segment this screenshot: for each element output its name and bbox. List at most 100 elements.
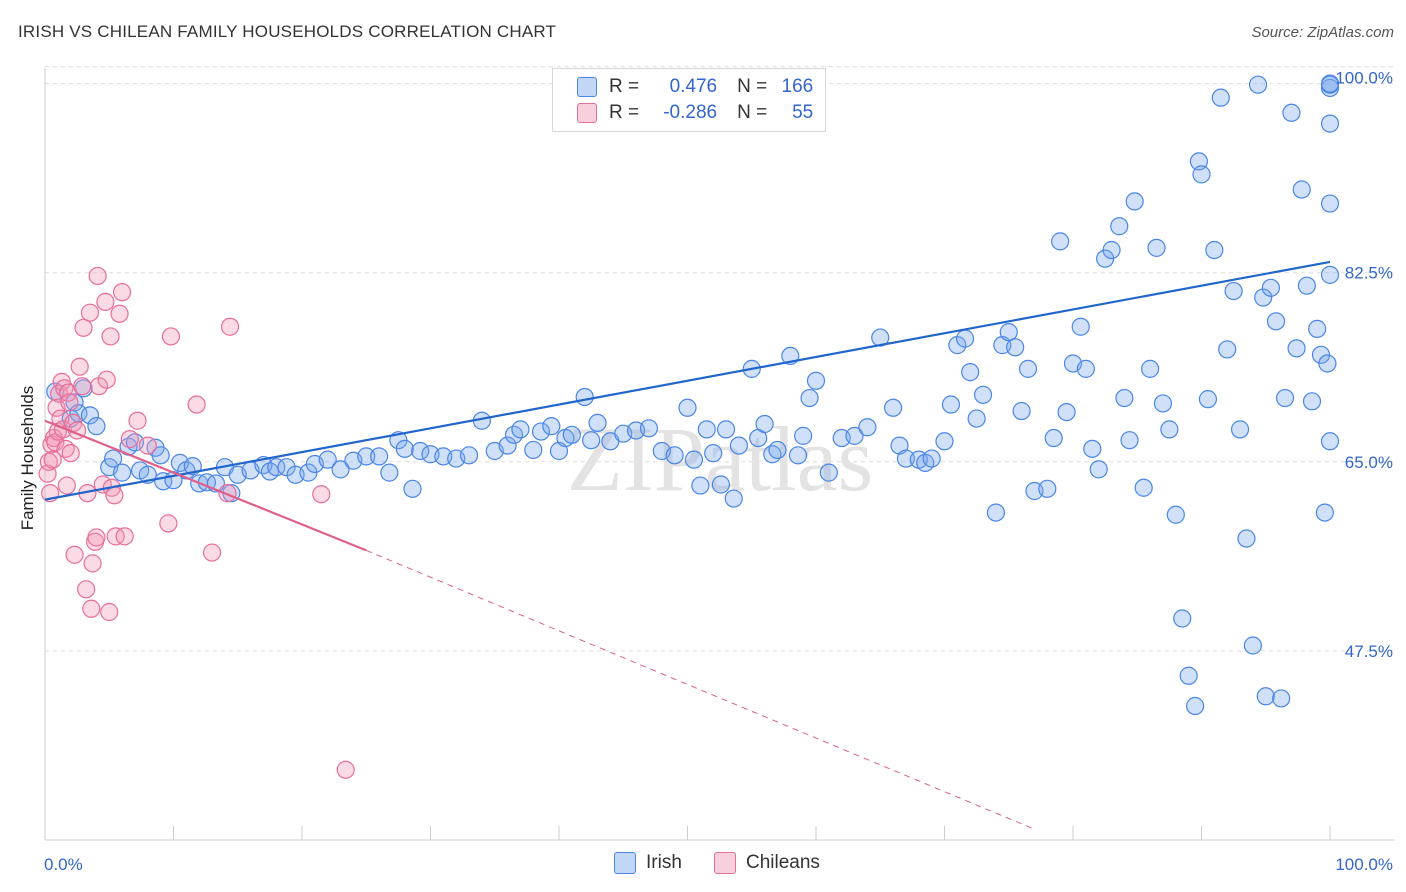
chilean-point [218,484,237,503]
irish-point [794,426,813,445]
irish-point [1089,460,1108,479]
irish-point [588,413,607,433]
chilean-point [161,327,181,346]
irish-point [1266,312,1286,331]
r-label: R = [609,102,640,123]
irish-point [1205,240,1224,260]
irish-point [955,329,975,348]
chilean-point [60,393,79,412]
irish-point [575,387,594,407]
irish-point [403,479,422,498]
irish-point [1318,354,1337,373]
irish-point [1038,479,1057,498]
chilean-point [74,318,93,337]
irish-point [973,385,993,404]
chilean-point [61,444,80,463]
r-value-chileans: -0.286 [663,102,718,123]
chilean-point [70,357,89,376]
y-tick-label: 65.0% [1345,453,1393,472]
irish-point [1110,217,1129,236]
irish-point [1248,75,1268,94]
irish-point [1057,403,1076,422]
chilean-point [77,580,96,599]
legend-item-irish[interactable]: Irish [614,852,682,874]
legend-item-chileans[interactable]: Chileans [714,852,820,874]
chilean-point [312,485,331,504]
chilean-point [73,377,92,396]
irish-point [961,363,980,382]
chilean-point [138,436,157,455]
irish-point [1147,238,1166,257]
irish-point [1134,478,1153,497]
x-tick-label-max: 100.0% [1335,855,1393,874]
irish-point [1297,276,1316,295]
irish-point [562,425,581,444]
irish-point [151,446,170,465]
irish-point [1320,74,1340,93]
r-label: R = [609,76,640,97]
irish-point [370,447,389,466]
irish-point [1173,609,1192,628]
irish-point [639,419,659,438]
chilean-point [115,527,134,546]
irish-trendline [44,260,1331,501]
gridlines [45,66,1395,652]
irish-point [531,422,551,441]
irish-point [678,398,697,417]
irish-point [1218,340,1237,359]
irish-point [411,441,430,461]
irish-point [724,489,743,508]
irish-point [1272,689,1291,708]
irish-point [711,475,731,494]
irish-point [1044,428,1063,448]
irish-point [65,393,84,412]
irish-point [935,432,954,451]
irish-point [896,449,916,468]
chilean-point [105,486,124,505]
chart-title: IRISH VS CHILEAN FAMILY HOUSEHOLDS CORRE… [18,22,557,41]
chilean-point [336,760,355,779]
chilean-points [38,266,355,779]
irish-point [1302,392,1322,411]
irish-point [1120,431,1139,450]
irish-legend-label: Irish [646,852,682,873]
chilean-point [120,430,139,449]
irish-point [1275,388,1295,408]
irish-point [582,431,601,450]
irish-point [1071,317,1090,336]
irish-point [941,395,961,414]
irish-point [1006,338,1025,357]
irish-point [459,446,479,465]
chilean-point [57,476,76,495]
tick-labels: 47.5% 65.0% 82.5% 100.0% 0.0% 100.0% [44,69,1393,874]
irish-point [1320,432,1340,451]
irish-point [183,457,202,476]
chilean-point [128,411,147,430]
irish-point [511,420,530,439]
n-label: N = [737,102,768,123]
irish-point [788,446,808,465]
irish-point [1051,232,1070,251]
y-tick-label: 47.5% [1345,642,1393,661]
irish-point [1308,319,1327,338]
chilean-point [87,528,106,547]
irish-point [331,460,350,479]
irish-point [1287,339,1306,358]
irish-point [1115,388,1134,408]
irish-point [267,458,286,477]
chilean-point [43,450,62,469]
y-tick-label: 100.0% [1335,69,1393,88]
chileans-trendline-extension [366,549,1035,830]
chileans-legend-swatch [714,852,736,874]
x-tick-label-min: 0.0% [44,855,83,874]
irish-point [1076,359,1095,378]
irish-point [542,417,561,436]
irish-point [1254,288,1273,307]
chileans-swatch [577,103,597,123]
irish-point [87,417,106,436]
irish-legend-swatch [614,852,636,874]
irish-point [1198,390,1218,409]
irish-points [46,74,1340,716]
irish-point [80,406,100,425]
irish-point [1320,114,1340,133]
